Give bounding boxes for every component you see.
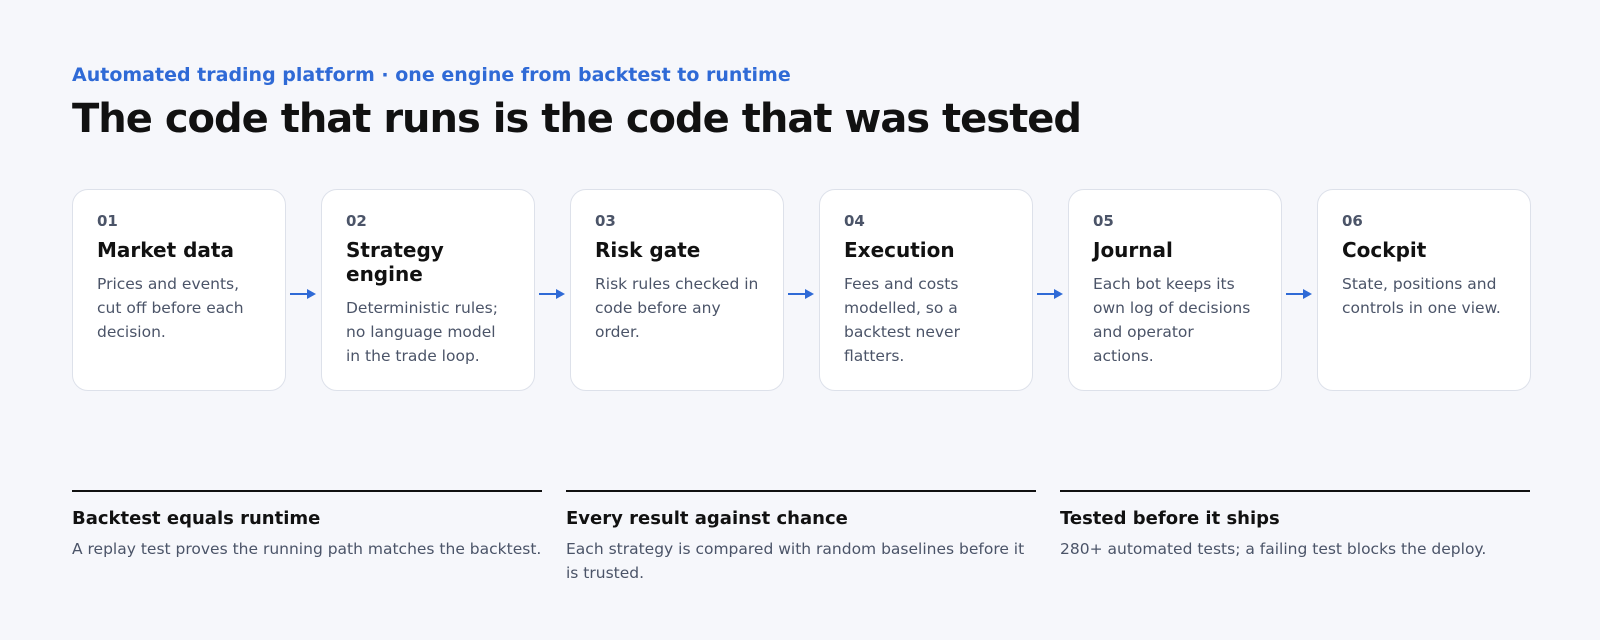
step-text: Risk rules checked in code before any or… (595, 275, 759, 341)
point-text: Each strategy is compared with random ba… (566, 540, 1025, 582)
step-text: Each bot keeps its own log of decisions … (1093, 275, 1251, 365)
point-title: Every result against chance (566, 508, 848, 529)
points: Backtest equals runtime A replay test pro… (72, 490, 1530, 585)
step-text: Prices and events, cut off before each d… (97, 275, 244, 341)
step-card: 06 Cockpit State, positions and controls i… (1317, 189, 1531, 391)
step-number: 01 (97, 212, 118, 230)
arrow (1286, 289, 1312, 299)
step-title: Journal (1093, 238, 1173, 262)
arrow (539, 289, 565, 299)
point-text: A replay test proves the running path ma… (72, 540, 542, 558)
step-card: 03 Risk gate Risk rules checked in code be… (570, 189, 814, 391)
point-title: Tested before it ships (1060, 508, 1280, 529)
step-number: 03 (595, 212, 616, 230)
arrow (290, 289, 316, 299)
step-text: State, positions and controls in one vie… (1342, 275, 1501, 317)
point: Every result against chance Each strategy… (566, 490, 1036, 585)
step-title: Risk gate (595, 238, 701, 262)
eyebrow: Automated trading platform · one engine … (72, 64, 791, 86)
steps: 01 Market data Prices and events, cut off … (72, 189, 1531, 391)
step-card: 01 Market data Prices and events, cut off … (72, 189, 316, 391)
arrow (1037, 289, 1063, 299)
point-title: Backtest equals runtime (72, 508, 321, 529)
point: Backtest equals runtime A replay test pro… (72, 490, 542, 585)
step-title: Cockpit (1342, 238, 1427, 262)
point: Tested before it ships 280+ automated tes… (1060, 490, 1530, 585)
step-text: Fees and costs modelled, so a backtest n… (844, 275, 960, 365)
step-title: Execution (844, 238, 955, 262)
arrow (788, 289, 814, 299)
step-card: 02 Strategy engine Deterministic rules; no… (321, 189, 565, 391)
step-card: 05 Journal Each bot keeps its own log of d… (1068, 189, 1312, 391)
step-number: 04 (844, 212, 865, 230)
step-number: 05 (1093, 212, 1114, 230)
step-number: 02 (346, 212, 367, 230)
step-title: Market data (97, 238, 234, 262)
step-title: Strategy engine (346, 238, 444, 286)
step-card: 04 Execution Fees and costs modelled, so a… (819, 189, 1063, 391)
step-number: 06 (1342, 212, 1363, 230)
point-text: 280+ automated tests; a failing test blo… (1060, 540, 1487, 558)
title: The code that runs is the code that was … (72, 96, 1082, 142)
step-text: Deterministic rules; no language model i… (346, 299, 498, 365)
